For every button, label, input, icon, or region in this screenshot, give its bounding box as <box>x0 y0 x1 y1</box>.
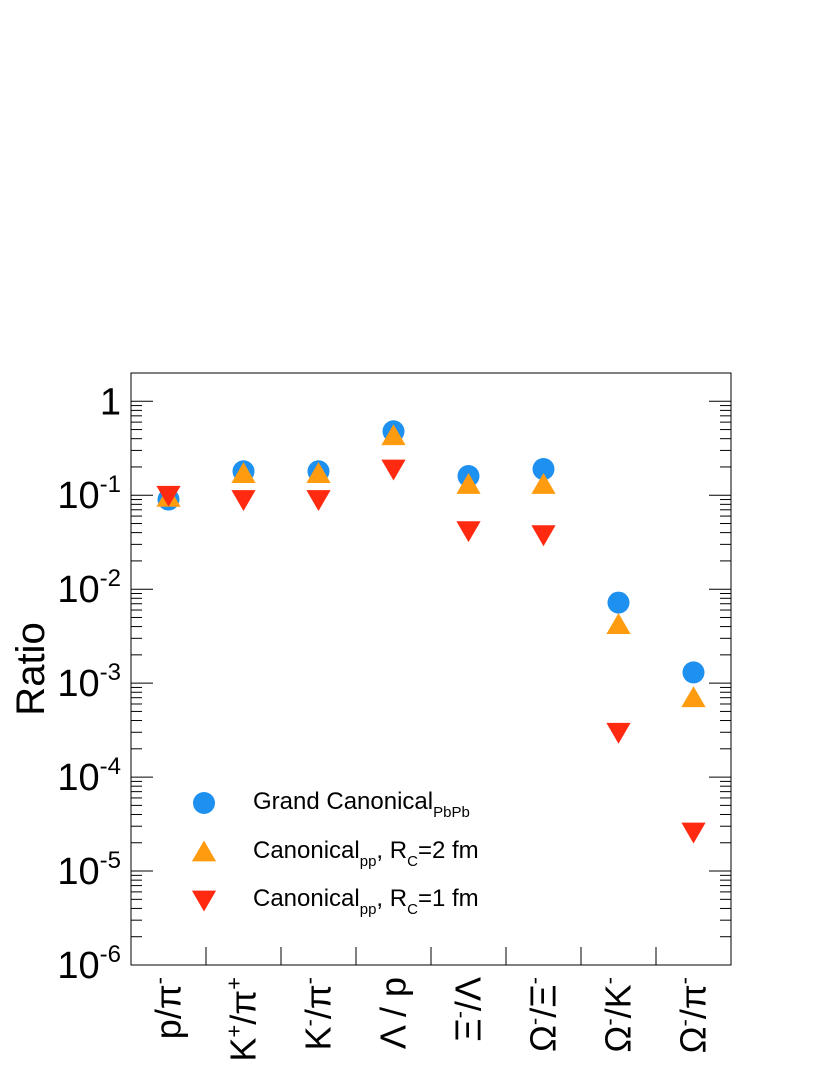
legend: Grand CanonicalPbPb Canonicalpp, RC=2 fm C… <box>191 788 479 918</box>
data-point-triangle-down <box>231 490 256 512</box>
data-point-triangle-up <box>606 613 631 634</box>
x-category-label: p/π- <box>147 977 189 1039</box>
series-1 <box>156 424 706 708</box>
data-point-triangle-up <box>681 686 706 708</box>
series-0 <box>157 420 705 684</box>
data-point-triangle-down <box>156 485 181 507</box>
data-point-triangle-down <box>456 521 481 543</box>
x-category-label: Ω-/π- <box>672 977 714 1053</box>
y-tick-label: 10-4 <box>57 753 121 799</box>
y-tick-label: 10-3 <box>57 659 121 705</box>
x-axis: p/π- K+/π+ K-/π- Λ / p Ξ-/Λ Ω-/Ξ- Ω-/K- Ω-/π- <box>147 947 714 1062</box>
series-2 <box>156 459 706 844</box>
y-tick-label: 10-6 <box>57 941 121 987</box>
legend-marker-triangle-down <box>191 890 217 912</box>
x-category-label: K+/π+ <box>222 977 264 1062</box>
x-category-label: K-/π- <box>297 977 339 1051</box>
x-category-label: Λ / p <box>373 977 414 1049</box>
legend-entry: Canonicalpp, RC=1 fm <box>191 885 479 918</box>
y-axis-title: Ratio <box>9 622 53 715</box>
data-point-triangle-up <box>231 462 256 483</box>
plot-border <box>130 372 732 966</box>
y-tick-label: 10-5 <box>57 847 121 893</box>
data-point-circle <box>607 591 630 614</box>
data-points <box>156 420 706 844</box>
y-axis: 1 10-1 10-2 10-3 10-4 10-5 10-6 <box>57 372 731 987</box>
plot-frame <box>130 372 732 966</box>
data-point-triangle-down <box>681 822 706 844</box>
x-category-label: Ω-/Ξ- <box>522 977 564 1052</box>
data-point-triangle-up <box>381 424 406 446</box>
data-point-triangle-up <box>531 473 556 494</box>
data-point-triangle-down <box>606 722 631 744</box>
data-point-triangle-up <box>456 473 481 494</box>
y-tick-label: 10-2 <box>57 565 121 611</box>
legend-label: Canonicalpp, RC=2 fm <box>253 837 479 870</box>
data-point-triangle-down <box>381 459 406 481</box>
data-point-circle <box>682 661 705 684</box>
x-category-label: Ξ-/Λ <box>447 977 489 1042</box>
x-category-label: Ω-/K- <box>597 977 639 1053</box>
legend-marker-triangle-up <box>191 840 217 862</box>
data-point-triangle-down <box>531 525 556 547</box>
legend-marker-circle <box>193 792 215 814</box>
legend-entry: Grand CanonicalPbPb <box>193 788 470 821</box>
y-tick-label: 10-1 <box>57 471 121 517</box>
data-point-circle <box>532 458 555 481</box>
legend-entry: Canonicalpp, RC=2 fm <box>191 837 479 870</box>
legend-label: Canonicalpp, RC=1 fm <box>253 885 479 918</box>
data-point-triangle-down <box>306 490 331 512</box>
data-point-triangle-up <box>306 462 331 483</box>
legend-label: Grand CanonicalPbPb <box>253 788 470 821</box>
y-tick-label: 1 <box>100 381 121 423</box>
